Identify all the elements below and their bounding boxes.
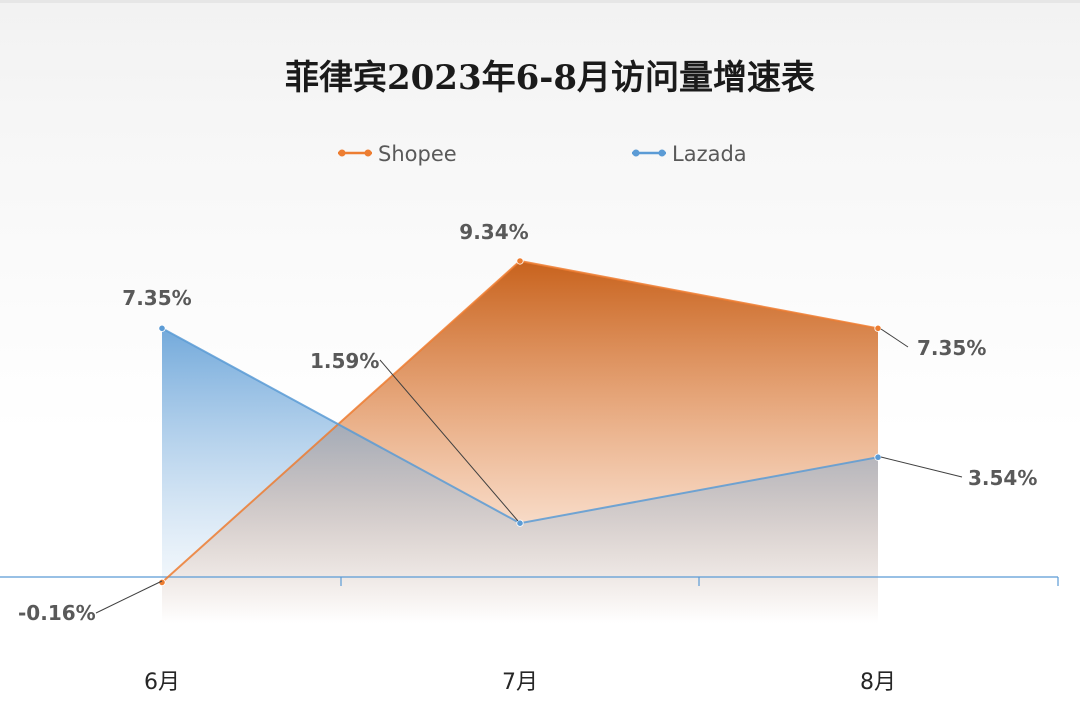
data-label-shopee-1: -0.16% [18,601,96,625]
legend-item-shopee[interactable]: Shopee [338,142,457,166]
data-label-lazada-2: 1.59% [310,349,379,373]
data-label-shopee-3: 7.35% [917,336,986,360]
data-label-shopee-2: 9.34% [459,220,528,244]
growth-line-area-chart: 菲律宾2023年6-8月访问量增速表 Shopee Lazada -0.16% 9… [0,58,1059,695]
legend-marker-shopee [338,149,346,157]
x-tick-label-2: 7月 [502,670,538,695]
leader-line-lazada-2 [379,359,519,522]
x-tick-label-1: 6月 [144,670,180,695]
x-tick-label-3: 8月 [860,670,896,695]
data-label-lazada-1: 7.35% [122,286,191,310]
data-point-lazada-3[interactable] [874,453,882,461]
data-point-lazada-1[interactable] [158,324,166,332]
legend-item-lazada[interactable]: Lazada [632,142,747,166]
data-point-lazada-2[interactable] [516,519,524,527]
legend: Shopee Lazada [338,142,747,166]
area-lazada [162,328,878,623]
legend-marker-shopee-end [364,149,372,157]
legend-marker-lazada [632,149,640,157]
legend-label-lazada: Lazada [672,142,747,166]
chart-title: 菲律宾2023年6-8月访问量增速表 [285,58,815,98]
plot-area: -0.16% 9.34% 7.35% 7.35% 1.59% 3.54% 6月 7月 8月 [0,220,1059,695]
legend-label-shopee: Shopee [378,142,457,166]
data-point-shopee-3[interactable] [874,324,882,332]
leader-line-lazada-3 [880,456,963,478]
data-label-lazada-3: 3.54% [968,466,1037,490]
legend-marker-lazada-end [658,149,666,157]
leader-line-shopee-3 [880,328,909,348]
leader-line-shopee-1 [95,580,163,614]
data-point-shopee-2[interactable] [516,257,524,265]
